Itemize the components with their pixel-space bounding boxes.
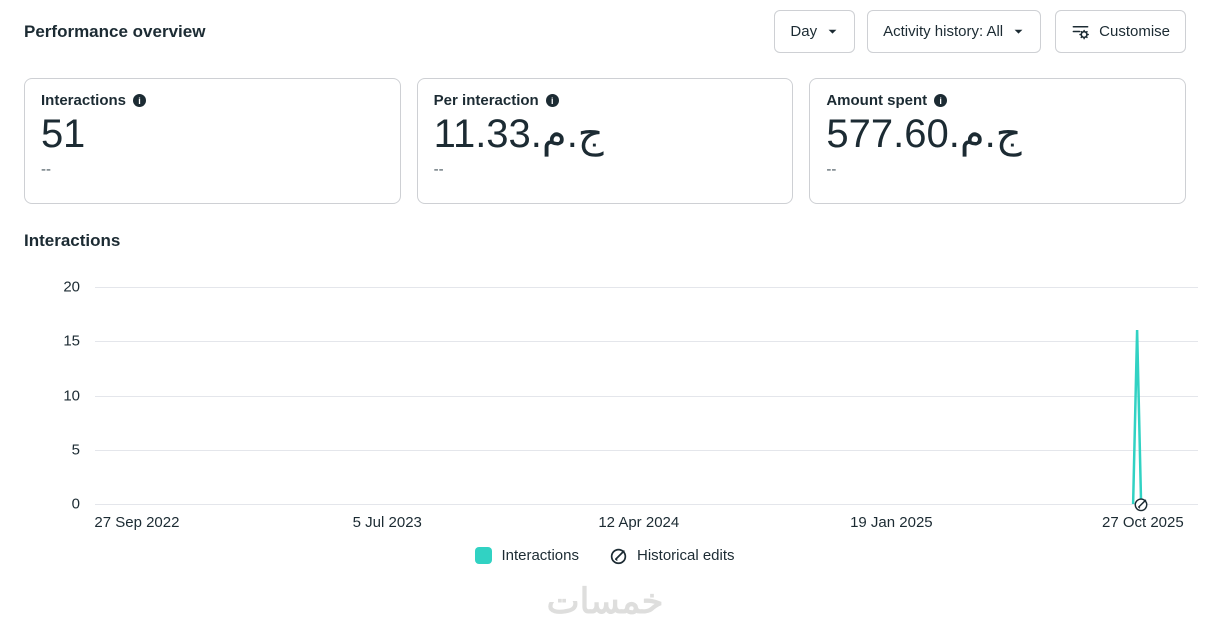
card-label: Amount spent bbox=[826, 92, 1169, 109]
info-icon[interactable] bbox=[545, 94, 559, 107]
card-label-text: Interactions bbox=[41, 92, 127, 109]
chevron-down-icon bbox=[828, 29, 837, 34]
info-icon[interactable] bbox=[934, 94, 948, 107]
card-amount-spent: Amount spent 577.60.ج.م -- bbox=[809, 78, 1187, 204]
x-tick-label: 19 Jan 2025 bbox=[850, 514, 933, 531]
card-label-text: Per interaction bbox=[433, 92, 539, 109]
gridline bbox=[95, 341, 1198, 343]
gridline bbox=[95, 395, 1198, 397]
watermark-text: خمسات bbox=[546, 582, 664, 621]
activity-history-dropdown[interactable]: Activity history: All bbox=[867, 10, 1042, 53]
page-title: Performance overview bbox=[24, 21, 206, 41]
card-sub-value: -- bbox=[433, 161, 444, 178]
day-dropdown[interactable]: Day bbox=[774, 10, 856, 53]
card-per-interaction: Per interaction 11.33.ج.م -- bbox=[416, 78, 794, 204]
historical-edit-marker-icon[interactable] bbox=[1133, 496, 1149, 512]
interactions-series-line bbox=[95, 287, 1198, 504]
y-tick-label: 5 bbox=[71, 441, 80, 459]
card-label: Interactions bbox=[41, 92, 384, 109]
x-tick-label: 27 Oct 2025 bbox=[1101, 514, 1184, 531]
card-sub-value: -- bbox=[826, 161, 837, 178]
card-value: 11.33.ج.م bbox=[433, 112, 604, 156]
legend-label: Interactions bbox=[501, 547, 579, 564]
chart-section-title: Interactions bbox=[24, 231, 121, 250]
info-icon[interactable] bbox=[133, 94, 147, 107]
y-tick-label: 0 bbox=[71, 495, 80, 513]
interactions-swatch-icon bbox=[475, 547, 493, 564]
customise-label: Customise bbox=[1099, 23, 1170, 40]
x-tick-label: 12 Apr 2024 bbox=[598, 514, 680, 531]
y-tick-label: 20 bbox=[63, 278, 80, 296]
legend-label: Historical edits bbox=[637, 547, 735, 564]
x-tick-label: 5 Jul 2023 bbox=[352, 514, 422, 531]
historical-edits-icon bbox=[610, 548, 627, 565]
header: Performance overview Day Activity histor… bbox=[0, 0, 1210, 53]
gridline bbox=[95, 449, 1198, 451]
card-label: Per interaction bbox=[434, 92, 777, 109]
metric-cards: Interactions 51 -- Per interaction 11.33… bbox=[0, 78, 1210, 204]
card-sub-value: -- bbox=[41, 161, 51, 178]
y-tick-label: 15 bbox=[63, 332, 80, 350]
legend-item-interactions: Interactions bbox=[475, 547, 579, 564]
x-tick-label: 27 Sep 2022 bbox=[94, 514, 180, 531]
customise-button[interactable]: Customise bbox=[1055, 10, 1186, 53]
x-axis-baseline bbox=[95, 504, 1198, 505]
card-value: 51 bbox=[41, 112, 85, 156]
card-value: 577.60.ج.م bbox=[826, 112, 1022, 156]
customise-gear-icon bbox=[1072, 25, 1090, 40]
activity-history-label: Activity history: All bbox=[883, 23, 1004, 40]
interactions-line-chart: 20 15 10 5 0 27 Sep 2022 5 Jul 2023 12 A… bbox=[63, 279, 1198, 531]
header-controls: Day Activity history: All Customise bbox=[774, 10, 1186, 53]
chevron-down-icon bbox=[1014, 29, 1023, 34]
card-interactions: Interactions 51 -- bbox=[24, 78, 401, 204]
chart-legend: Interactions Historical edits bbox=[0, 546, 1210, 565]
day-dropdown-label: Day bbox=[790, 23, 818, 40]
y-tick-label: 10 bbox=[63, 387, 80, 404]
legend-item-historical-edits: Historical edits bbox=[609, 546, 735, 565]
card-label-text: Amount spent bbox=[826, 92, 928, 109]
gridline bbox=[95, 287, 1198, 288]
